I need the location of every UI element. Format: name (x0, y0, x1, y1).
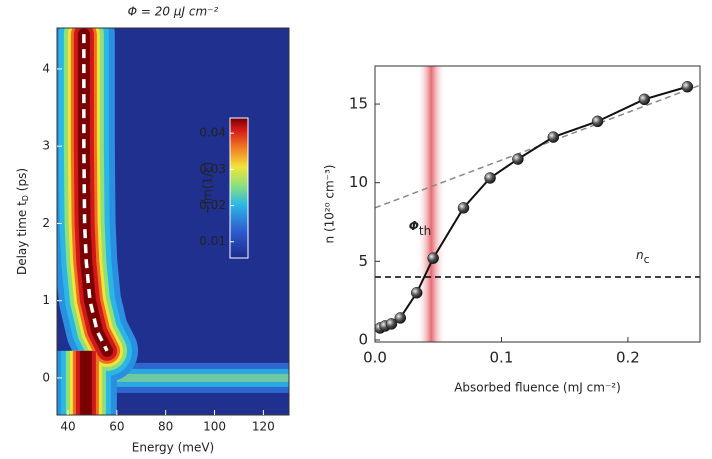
data-point (591, 115, 604, 128)
heat-ridge-base (79, 350, 92, 415)
x-tick-label: 0.0 (363, 349, 387, 367)
data-point (512, 153, 524, 165)
y-axis-label-end: (ps) (15, 168, 29, 195)
dashed-line (82, 34, 109, 352)
critical-density-label: nc (636, 248, 650, 266)
y-tick-label: 1 (42, 293, 50, 307)
colorbar (229, 117, 249, 259)
y-axis-label-sub: D (21, 195, 30, 201)
data-point (547, 131, 560, 143)
x-tick-label: 100 (203, 420, 226, 434)
threshold-label-text: Φ (409, 219, 419, 233)
data-point (385, 318, 398, 330)
data-point (638, 93, 651, 106)
y-tick-label: 3 (42, 139, 50, 153)
plot-frame (374, 65, 701, 343)
y-tick-label: 0 (358, 330, 368, 348)
threshold-label-sub: th (419, 224, 431, 238)
colorbar-label: −Im(1/ε) (201, 162, 215, 215)
colorbar-tick-label: 0.03 (199, 162, 226, 176)
y-axis-label: Delay time tD (ps) (15, 168, 30, 275)
threshold-band (416, 66, 446, 342)
colorbar-tick-label: 0.04 (199, 126, 226, 140)
x-tick-label: 120 (252, 420, 275, 434)
chart-title: Φ = 20 µJ cm⁻² (128, 5, 219, 19)
plot-frame (56, 27, 290, 416)
data-point (427, 252, 439, 264)
data-point (484, 172, 496, 184)
data-point (394, 312, 407, 324)
critical-density-label-sub: c (644, 253, 650, 266)
y-axis-label-text: Delay time t (15, 201, 29, 275)
y-tick-label: 4 (42, 61, 50, 75)
x-tick-label: 40 (60, 420, 75, 434)
heatmap-area (57, 28, 289, 415)
threshold-label: Φth (409, 219, 432, 238)
x-axis-label: Absorbed fluence (mJ cm⁻²) (454, 381, 621, 395)
colorbar-tick-label: 0.02 (199, 198, 226, 212)
y-tick-label: 15 (349, 95, 368, 113)
heat-time-zero (57, 373, 289, 382)
x-axis-label: Energy (meV) (132, 441, 214, 455)
data-point (410, 287, 423, 299)
x-tick-label: 0.2 (616, 349, 640, 367)
critical-density-label-text: n (636, 248, 644, 262)
x-tick-label: 60 (109, 420, 124, 434)
data-point (681, 81, 694, 93)
y-tick-label: 0 (42, 370, 50, 384)
x-tick-label: 0.1 (490, 349, 514, 367)
y-tick-label: 5 (358, 252, 368, 270)
colorbar-tick-label: 0.01 (199, 234, 226, 248)
y-tick-label: 10 (349, 173, 368, 191)
x-tick-label: 80 (158, 420, 173, 434)
y-tick-label: 2 (42, 216, 50, 230)
data-point (457, 202, 470, 214)
y-axis-label: n (10²⁰ cm⁻³) (323, 165, 337, 244)
